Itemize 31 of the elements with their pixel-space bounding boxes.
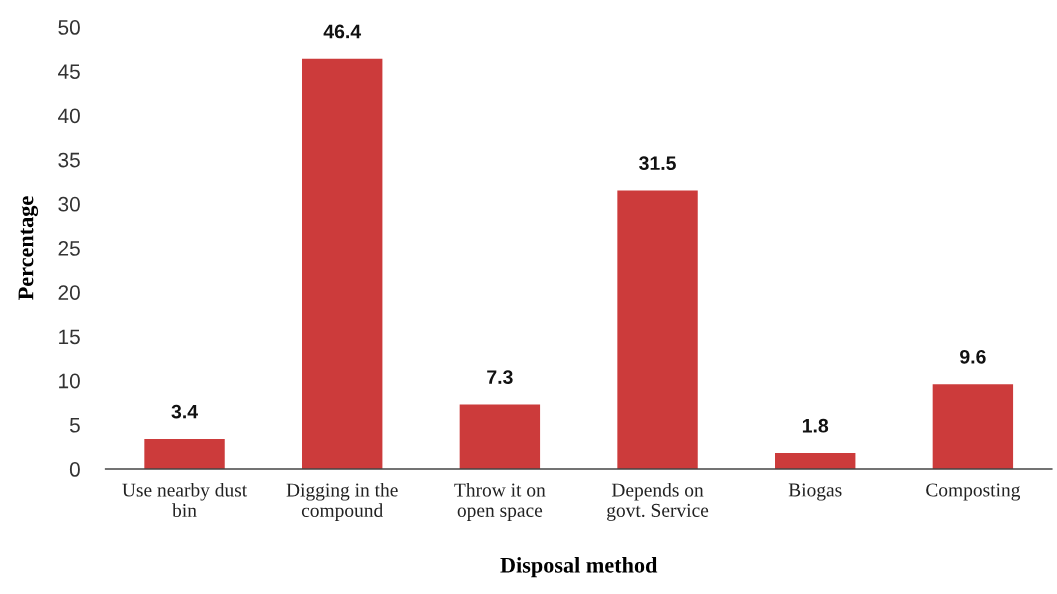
y-tick-label: 10 xyxy=(59,373,80,389)
y-tick-label: 35 xyxy=(58,152,80,168)
data-label: 46.4 xyxy=(323,24,362,39)
x-tick-label: Biogas xyxy=(788,483,842,501)
y-tick-label: 20 xyxy=(58,285,80,300)
y-tick-label: 5 xyxy=(69,418,80,433)
x-tick-label: Composting xyxy=(926,483,1021,501)
bar xyxy=(932,384,1014,470)
data-label: 3.4 xyxy=(171,404,198,419)
x-axis-title: Disposal method xyxy=(500,557,658,578)
y-tick-label: 30 xyxy=(58,196,80,212)
x-tick-label: Depends on govt. Service xyxy=(607,482,709,521)
data-label: 31.5 xyxy=(639,156,676,171)
y-tick-label: 50 xyxy=(58,20,80,35)
y-tick-label: 15 xyxy=(59,329,80,345)
data-label: 7.3 xyxy=(487,370,513,385)
y-tick-label: 0 xyxy=(69,462,80,477)
y-tick-label: 40 xyxy=(58,108,80,124)
bar xyxy=(617,190,698,470)
bar xyxy=(144,438,225,470)
y-tick-label: 45 xyxy=(58,64,80,79)
data-label: 1.8 xyxy=(802,418,829,433)
x-tick-label: Throw it on open space xyxy=(454,482,546,521)
bar xyxy=(775,453,856,470)
bar xyxy=(302,58,383,470)
bar xyxy=(459,404,541,470)
data-label: 9.6 xyxy=(960,349,986,364)
x-tick-label: Use nearby dust bin xyxy=(122,482,248,517)
y-tick-label: 25 xyxy=(58,241,80,256)
x-tick-label: Digging in the compound xyxy=(286,482,398,521)
y-axis-title: Percentage xyxy=(18,196,39,300)
